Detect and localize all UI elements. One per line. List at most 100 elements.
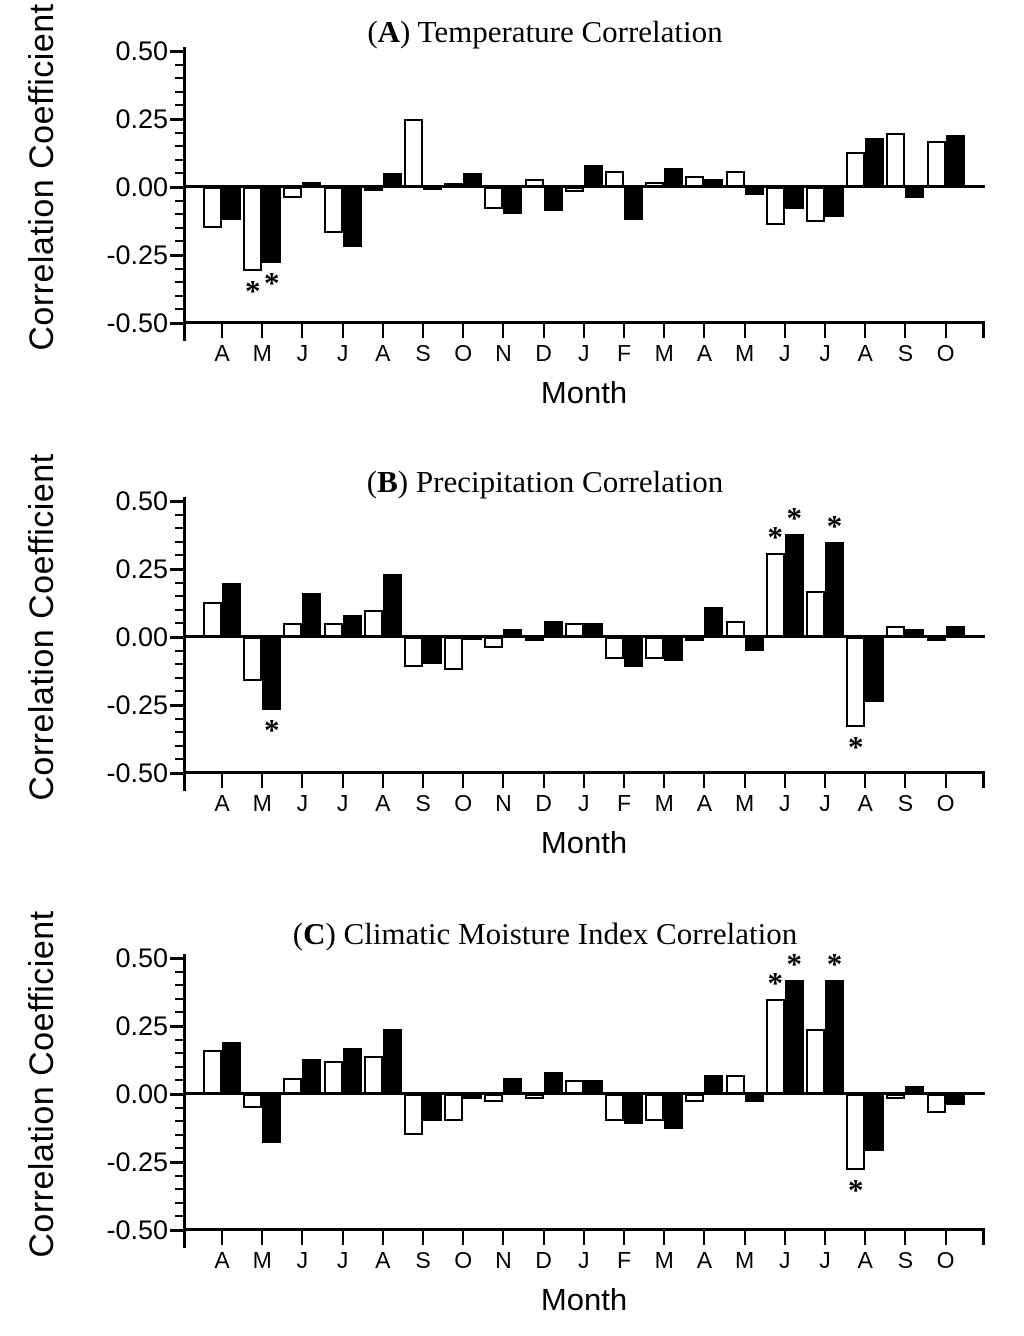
y-minor-tick <box>175 649 183 652</box>
bar-filled <box>222 187 241 220</box>
month-label: M <box>654 790 674 816</box>
bar-filled <box>503 187 523 214</box>
y-major-tick <box>170 1160 183 1164</box>
x-tick <box>341 774 344 788</box>
bar-open <box>685 1094 705 1102</box>
y-minor-tick <box>175 1133 183 1136</box>
bar-open <box>444 1094 464 1121</box>
bar-open <box>806 1029 825 1094</box>
panel-letter-paren-close: ) <box>397 464 416 499</box>
month-label: M <box>735 1247 755 1273</box>
significance-star: * <box>786 499 803 535</box>
panel-title-text: Temperature Correlation <box>417 14 723 49</box>
bar-open <box>605 637 624 659</box>
month-label: D <box>535 340 552 366</box>
bar-filled <box>342 187 362 247</box>
month-label: J <box>336 340 349 366</box>
y-minor-tick <box>175 1011 183 1014</box>
significance-star: * <box>263 712 280 748</box>
x-tick <box>944 774 947 788</box>
bar-open <box>564 623 584 637</box>
month-label: J <box>296 1247 309 1273</box>
significance-star: * <box>786 945 803 981</box>
y-major-tick <box>170 1092 183 1096</box>
x-tick <box>904 324 907 338</box>
bar-open <box>564 187 584 192</box>
bar-open <box>243 187 263 271</box>
y-minor-tick <box>175 744 183 747</box>
month-label: N <box>495 790 512 816</box>
bar-open <box>444 637 464 670</box>
x-tick <box>381 1231 384 1245</box>
bar-filled <box>302 593 322 637</box>
y-tick-label: -0.25 <box>106 1147 168 1177</box>
month-label: M <box>252 790 272 816</box>
bar-open <box>323 187 343 233</box>
x-axis-label: Month <box>540 375 628 410</box>
y-minor-tick <box>175 1174 183 1177</box>
y-minor-tick <box>175 131 183 134</box>
x-tick <box>703 1231 706 1245</box>
bar-filled <box>543 621 563 637</box>
bar-open <box>323 1061 343 1094</box>
month-label: A <box>375 340 391 366</box>
x-tick <box>743 774 746 788</box>
month-label: J <box>779 1247 791 1273</box>
panel-title: (C) Climatic Moisture Index Correlation <box>183 916 907 952</box>
bar-filled <box>664 1094 684 1129</box>
bar-open <box>524 179 544 187</box>
panel-letter: B <box>377 464 398 499</box>
bar-filled <box>865 1094 885 1151</box>
bar-filled <box>503 1078 523 1094</box>
panel-letter: A <box>377 14 401 49</box>
month-label: A <box>375 1247 391 1273</box>
y-major-tick <box>170 499 183 503</box>
bar-filled <box>945 626 965 637</box>
bar-filled <box>463 637 483 640</box>
month-label: J <box>779 340 791 366</box>
x-tick <box>301 1231 304 1245</box>
month-label: O <box>936 790 955 816</box>
month-label: J <box>578 340 590 366</box>
x-tick <box>542 774 545 788</box>
bar-filled <box>262 1094 282 1143</box>
x-tick <box>261 774 264 788</box>
x-tick <box>462 1231 465 1245</box>
month-label: A <box>696 1247 713 1273</box>
y-minor-tick <box>175 1215 183 1218</box>
month-label: M <box>252 340 272 366</box>
x-tick <box>502 324 505 338</box>
bar-filled <box>784 534 804 637</box>
x-tick <box>381 324 384 338</box>
bar-open <box>605 1094 624 1121</box>
bar-filled <box>342 1048 362 1094</box>
x-tick <box>944 1231 947 1245</box>
y-axis <box>183 47 186 341</box>
y-minor-tick <box>175 1120 183 1123</box>
bar-filled <box>302 182 322 187</box>
bar-open <box>243 1094 263 1108</box>
month-label: J <box>578 790 590 816</box>
y-minor-tick <box>175 281 183 284</box>
bar-open <box>404 1094 423 1135</box>
x-tick <box>904 774 907 788</box>
x-tick <box>623 774 625 788</box>
bar-filled <box>503 629 523 637</box>
x-tick <box>824 1231 826 1245</box>
month-label: A <box>214 340 230 366</box>
x-tick <box>301 324 304 338</box>
y-axis-label: Correlation Coefficient <box>23 3 61 351</box>
significance-star: * <box>826 945 843 981</box>
y-minor-tick <box>175 984 183 987</box>
x-tick <box>663 1231 666 1245</box>
x-tick <box>221 774 223 788</box>
x-tick <box>542 1231 545 1245</box>
significance-star: * <box>847 1172 864 1208</box>
month-label: S <box>415 1247 431 1273</box>
bar-filled <box>463 173 483 187</box>
bar-open <box>846 637 866 727</box>
significance-star: * <box>767 518 784 554</box>
x-axis <box>183 321 985 324</box>
